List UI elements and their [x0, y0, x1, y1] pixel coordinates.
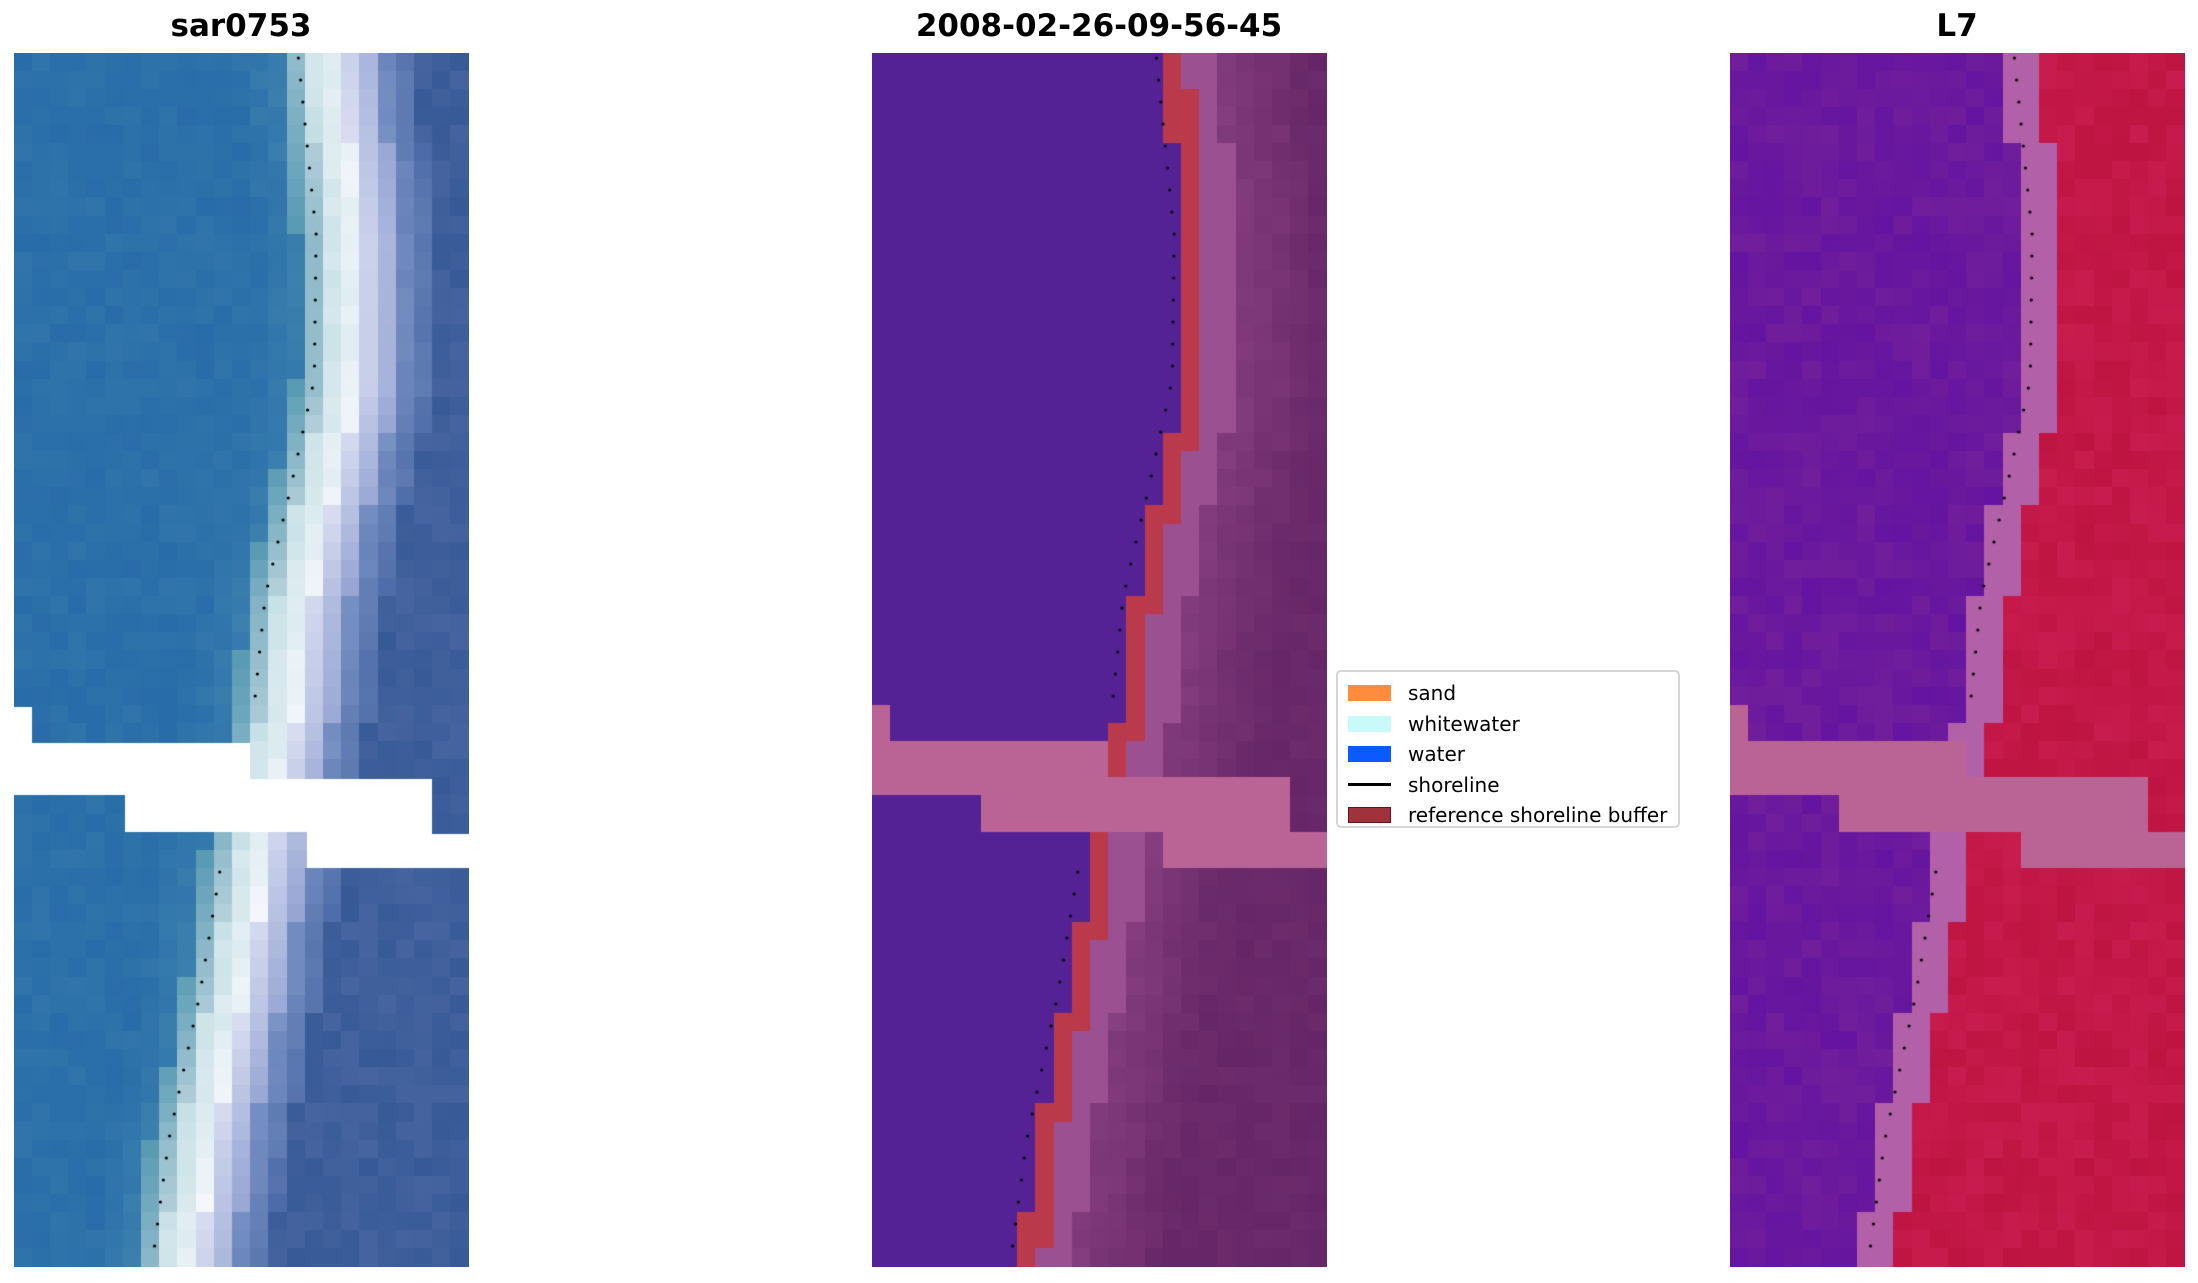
legend-label: water	[1408, 742, 1465, 767]
water-swatch	[1348, 746, 1391, 763]
legend: sand whitewater water shoreline referenc…	[1336, 670, 1680, 828]
legend-label: reference shoreline buffer	[1408, 803, 1668, 828]
legend-item-shoreline: shoreline	[1348, 770, 1668, 801]
index-image-panel	[1730, 53, 2185, 1267]
legend-item-whitewater: whitewater	[1348, 709, 1668, 740]
shoreline-line-icon	[1348, 783, 1391, 787]
classified-image-panel	[872, 53, 1327, 1267]
legend-label: whitewater	[1408, 711, 1520, 736]
legend-label: shoreline	[1408, 772, 1500, 797]
panel-title-classified: 2008-02-26-09-56-45	[915, 8, 1283, 44]
sand-swatch	[1348, 685, 1391, 702]
panel-title-rgb: sar0753	[170, 8, 312, 44]
legend-item-water: water	[1348, 739, 1668, 770]
rgb-image-panel	[14, 53, 469, 1267]
panel-title-index: L7	[1936, 8, 1978, 44]
whitewater-swatch	[1348, 715, 1391, 732]
legend-item-sand: sand	[1348, 678, 1668, 709]
legend-item-reference-buffer: reference shoreline buffer	[1348, 800, 1668, 831]
reference-buffer-swatch	[1348, 807, 1391, 824]
legend-label: sand	[1408, 681, 1457, 706]
